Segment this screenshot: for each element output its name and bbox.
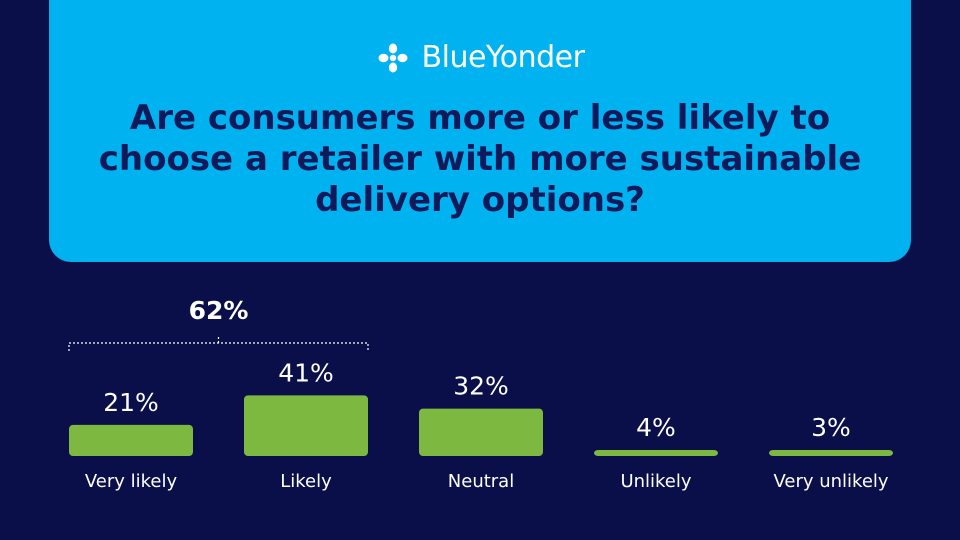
bar-value-label: 32% xyxy=(453,372,509,401)
group-total-label: 62% xyxy=(189,296,249,325)
bar xyxy=(69,424,193,456)
category-label: Neutral xyxy=(448,471,514,492)
category-label: Very unlikely xyxy=(773,471,888,492)
bar xyxy=(594,450,718,456)
bar xyxy=(769,450,893,456)
bar-value-label: 41% xyxy=(278,358,334,387)
bar-value-label: 21% xyxy=(103,388,159,417)
brand: BlueYonder xyxy=(49,40,911,75)
brand-name: BlueYonder xyxy=(421,40,585,75)
bar xyxy=(419,408,543,456)
blue-yonder-flower-icon xyxy=(376,41,410,75)
category-label: Unlikely xyxy=(620,471,691,492)
bar xyxy=(244,395,368,456)
question-title: Are consumers more or less likely to cho… xyxy=(98,98,862,220)
header-card: BlueYonder Are consumers more or less li… xyxy=(49,0,911,262)
category-label: Likely xyxy=(280,471,332,492)
bar-value-label: 4% xyxy=(636,413,676,442)
bar-value-label: 3% xyxy=(811,413,851,442)
category-label: Very likely xyxy=(85,471,178,492)
group-bracket xyxy=(68,342,369,351)
